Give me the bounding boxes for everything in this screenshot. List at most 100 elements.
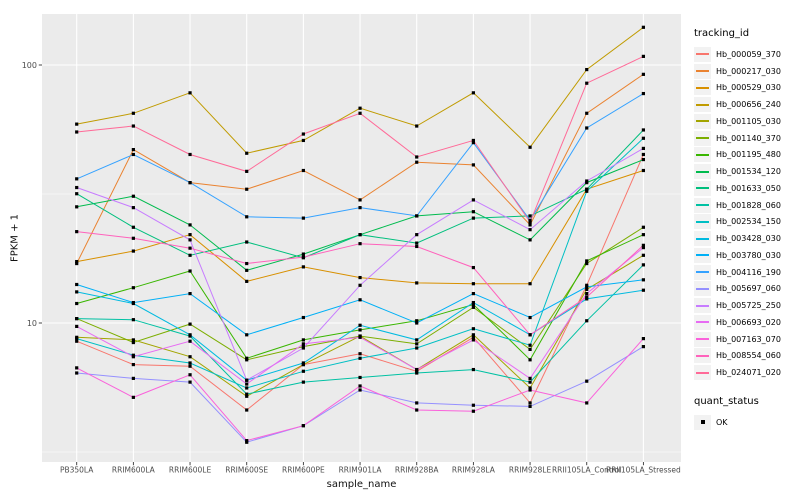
data-point (415, 233, 419, 237)
data-point (358, 335, 362, 339)
legend-entry: Hb_001633_050 (694, 180, 800, 197)
data-point (358, 233, 362, 237)
data-point (528, 376, 532, 380)
data-point (585, 283, 589, 287)
data-point (471, 265, 475, 270)
data-point (245, 279, 249, 283)
data-point (301, 346, 305, 350)
data-point (188, 269, 192, 273)
legend-entries: Hb_000059_370 Hb_000217_030 Hb_000529_030 H… (694, 46, 800, 381)
data-point (131, 376, 135, 380)
legend-label: Hb_001534_120 (716, 167, 781, 177)
legend-key-line-icon (694, 164, 711, 180)
legend-entry: Hb_001105_030 (694, 113, 800, 130)
data-point (188, 238, 192, 242)
data-point (641, 25, 645, 29)
data-point (641, 337, 645, 341)
data-point (245, 333, 249, 337)
data-point (415, 241, 419, 245)
data-point (585, 111, 589, 115)
data-point (245, 356, 249, 360)
data-point (358, 384, 362, 388)
legend-key-line-icon (694, 214, 711, 230)
quant-ok-square-marker-icon (694, 414, 711, 430)
data-point (245, 261, 249, 266)
data-point (358, 375, 362, 380)
legend-label: Hb_003428_030 (716, 234, 781, 244)
data-point (301, 380, 305, 384)
data-point (245, 439, 249, 443)
data-point (75, 192, 79, 196)
data-point (528, 343, 532, 347)
legend-title-quant-status: quant_status (694, 396, 759, 407)
legend-entry: Hb_000059_370 (694, 46, 800, 63)
data-point (471, 367, 475, 372)
data-point (415, 155, 419, 159)
data-point (188, 253, 192, 257)
data-point (641, 243, 645, 247)
legend-key-line-icon (694, 197, 711, 213)
x-tick-label: RRIM600LA (112, 466, 156, 475)
data-point (585, 295, 589, 299)
data-point (415, 408, 419, 412)
data-point (188, 373, 192, 377)
data-point (188, 292, 192, 296)
data-point (75, 185, 79, 190)
legend-label: Hb_024071_020 (716, 368, 781, 378)
data-point (585, 187, 589, 191)
data-point (415, 214, 419, 218)
legend-key-line-icon (694, 247, 711, 263)
x-tick-label: RRII105LA_Stressed (606, 466, 681, 475)
data-point (245, 187, 249, 191)
data-point (641, 152, 645, 157)
data-point (528, 333, 532, 337)
legend-key-line-icon (694, 46, 711, 62)
data-point (188, 355, 192, 359)
data-point (188, 339, 192, 343)
data-point (358, 356, 362, 360)
data-point (641, 146, 645, 151)
legend-key-line-icon (694, 63, 711, 79)
data-point (415, 367, 419, 372)
legend-key-line-icon (694, 281, 711, 297)
data-point (131, 249, 135, 253)
data-point (188, 380, 192, 384)
data-point (301, 338, 305, 342)
data-point (585, 319, 589, 323)
data-point (245, 392, 249, 396)
legend-label: Hb_000529_030 (716, 83, 781, 93)
y-tick-label: 10 (27, 319, 37, 328)
data-point (471, 141, 475, 145)
data-point (301, 424, 305, 428)
data-point (131, 300, 135, 305)
legend-key-line-icon (694, 365, 711, 381)
data-point (188, 233, 192, 237)
x-tick-label: PB350LA (60, 466, 94, 475)
legend-label: Hb_005697_060 (716, 284, 781, 294)
data-point (75, 301, 79, 306)
data-point (641, 168, 645, 173)
data-point (471, 305, 475, 309)
legend-label: Hb_006693_020 (716, 317, 781, 327)
data-point (415, 281, 419, 285)
data-point (528, 315, 532, 320)
data-point (585, 297, 589, 301)
data-point (471, 333, 475, 337)
data-point (528, 214, 532, 218)
legend-entry-quant-ok: OK (694, 414, 800, 431)
data-point (415, 160, 419, 164)
data-point (585, 126, 589, 130)
data-point (188, 361, 192, 365)
data-point (585, 189, 589, 193)
legend-entry: Hb_000529_030 (694, 80, 800, 97)
data-point (471, 210, 475, 214)
data-point (358, 283, 362, 287)
data-point (585, 285, 589, 289)
legend-entry: Hb_001140_370 (694, 130, 800, 147)
data-point (641, 72, 645, 76)
data-point (131, 147, 135, 152)
data-point (415, 369, 419, 373)
data-point (358, 242, 362, 246)
data-point (358, 388, 362, 392)
